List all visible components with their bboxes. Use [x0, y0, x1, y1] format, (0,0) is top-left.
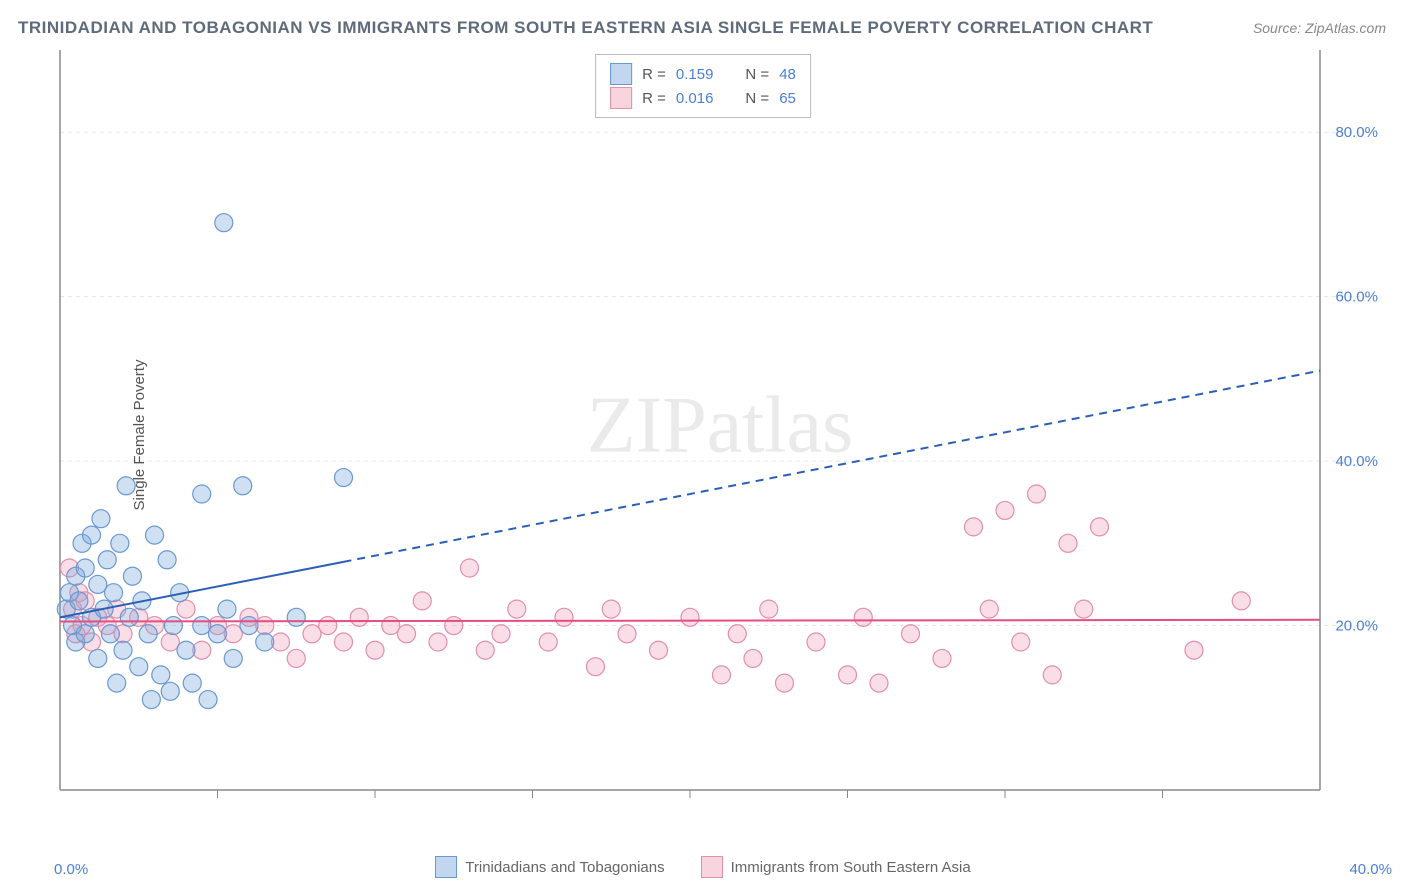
- source-attribution: Source: ZipAtlas.com: [1253, 20, 1386, 36]
- scatter-chart-svg: 20.0% 40.0% 60.0% 80.0%: [50, 50, 1390, 820]
- legend-swatch-blue: [610, 63, 632, 85]
- legend-label-blue: Trinidadians and Tobagonians: [465, 859, 664, 876]
- legend-swatch-pink: [701, 856, 723, 878]
- r-label: R =: [642, 90, 666, 107]
- n-label: N =: [745, 66, 769, 83]
- legend-stats-row-pink: R = 0.016 N = 65: [610, 87, 796, 109]
- svg-text:40.0%: 40.0%: [1335, 453, 1378, 470]
- r-value-pink: 0.016: [676, 90, 714, 107]
- svg-text:60.0%: 60.0%: [1335, 289, 1378, 306]
- n-value-blue: 48: [779, 66, 796, 83]
- r-label: R =: [642, 66, 666, 83]
- legend-stats-row-blue: R = 0.159 N = 48: [610, 63, 796, 85]
- legend-item-pink: Immigrants from South Eastern Asia: [701, 856, 971, 878]
- y-axis-label: Single Female Poverty: [131, 360, 148, 511]
- svg-text:20.0%: 20.0%: [1335, 618, 1378, 635]
- chart-title: TRINIDADIAN AND TOBAGONIAN VS IMMIGRANTS…: [18, 18, 1153, 38]
- legend-stats: R = 0.159 N = 48 R = 0.016 N = 65: [595, 54, 811, 118]
- legend-swatch-pink: [610, 87, 632, 109]
- legend-label-pink: Immigrants from South Eastern Asia: [731, 859, 971, 876]
- r-value-blue: 0.159: [676, 66, 714, 83]
- legend-swatch-blue: [435, 856, 457, 878]
- n-value-pink: 65: [779, 90, 796, 107]
- n-label: N =: [745, 90, 769, 107]
- svg-text:80.0%: 80.0%: [1335, 124, 1378, 141]
- chart-plot-area: 20.0% 40.0% 60.0% 80.0% Single Female Pover…: [50, 50, 1390, 820]
- legend-item-blue: Trinidadians and Tobagonians: [435, 856, 664, 878]
- legend-series: Trinidadians and Tobagonians Immigrants …: [0, 856, 1406, 878]
